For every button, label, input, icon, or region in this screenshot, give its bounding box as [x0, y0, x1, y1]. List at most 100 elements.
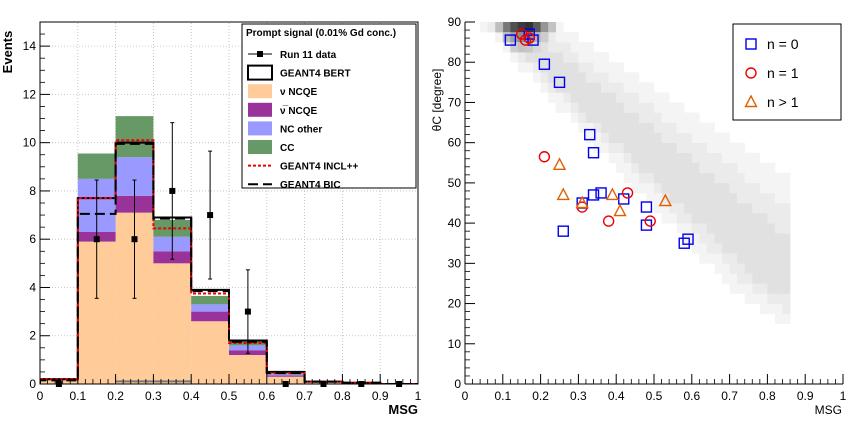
- heatmap-cell: [525, 52, 534, 63]
- heatmap-cell: [631, 112, 640, 123]
- heatmap-cell: [759, 253, 768, 264]
- heatmap-cell: [729, 152, 738, 164]
- heatmap-cell: [669, 122, 677, 133]
- heatmap-cell: [767, 303, 776, 314]
- right-y-tick-label: 90: [448, 15, 462, 29]
- heatmap-cell: [752, 293, 761, 304]
- bar-3-bin-1: [77, 153, 116, 179]
- heatmap-cell: [616, 112, 625, 123]
- heatmap-cell: [563, 92, 572, 103]
- heatmap-cell: [676, 223, 685, 234]
- heatmap-cell: [654, 102, 662, 113]
- heatmap-cell: [555, 42, 564, 53]
- heatmap-cell: [654, 112, 662, 123]
- bar-2-bin-4: [191, 304, 229, 312]
- heatmap-cell: [646, 192, 655, 204]
- heatmap-cell: [752, 253, 761, 264]
- left-legend-symbol-box: [247, 64, 273, 81]
- right-x-tick-label: 0: [462, 389, 469, 403]
- left-y-axis-label: Events: [0, 31, 15, 74]
- heatmap-cell: [676, 192, 685, 204]
- heatmap-peak-cell: [533, 22, 541, 33]
- scatter-point-ngt1: [556, 187, 570, 201]
- heatmap-cell: [722, 273, 730, 284]
- heatmap-cell: [593, 72, 602, 83]
- left-x-tick-label: 0.3: [145, 389, 162, 403]
- right-scatter-points: [504, 28, 694, 249]
- bar-1-bin-4: [191, 311, 229, 322]
- left-y-tick-label: 2: [29, 329, 36, 343]
- heatmap-cell: [661, 92, 670, 103]
- heatmap-cell: [601, 132, 609, 143]
- heatmap-cell: [623, 102, 632, 113]
- heatmap-cell: [578, 42, 587, 53]
- heatmap-cell: [774, 313, 783, 324]
- heatmap-cell: [744, 253, 753, 264]
- heatmap-cell: [767, 233, 776, 244]
- left-x-tick-label: 1: [415, 389, 422, 403]
- left-x-tick-label: 0: [37, 389, 44, 403]
- heatmap-cell: [555, 102, 564, 113]
- heatmap-cell: [570, 42, 579, 53]
- heatmap-cell: [752, 273, 761, 284]
- heatmap-cell: [608, 82, 617, 93]
- heatmap-cell: [699, 132, 708, 143]
- heatmap-cell: [684, 192, 693, 204]
- heatmap-cell: [774, 243, 783, 254]
- left-legend-label: GEANT4 BIC: [280, 180, 341, 191]
- heatmap-cell: [563, 42, 572, 53]
- heatmap-cell: [623, 172, 632, 184]
- heatmap-cell: [706, 142, 715, 154]
- right-y-tick-label: 0: [454, 377, 461, 391]
- left-x-tick-label: 0.9: [372, 389, 389, 403]
- right-y-tick-label: 20: [448, 297, 462, 311]
- heatmap-cell: [661, 213, 670, 224]
- heatmap-cell: [480, 22, 488, 33]
- heatmap-cell: [661, 192, 670, 204]
- heatmap-cell: [676, 203, 685, 214]
- heatmap-cell: [767, 192, 776, 204]
- heatmap-cell: [638, 122, 647, 133]
- heatmap-cell: [601, 62, 609, 73]
- heatmap-cell: [623, 92, 632, 103]
- heatmap-cell: [752, 182, 761, 194]
- heatmap-cell: [774, 203, 783, 214]
- heatmap-peak-cell: [533, 42, 541, 53]
- heatmap-cell: [782, 213, 791, 224]
- heatmap-cell: [563, 62, 572, 73]
- right-x-tick-label: 0.1: [494, 389, 511, 403]
- heatmap-cell: [744, 182, 753, 194]
- right-x-tick-label: 0.5: [646, 389, 663, 403]
- heatmap-cell: [661, 132, 670, 143]
- heatmap-cell: [646, 172, 655, 184]
- heatmap-cell: [684, 223, 693, 234]
- heatmap-cell: [495, 32, 504, 43]
- heatmap-cell: [782, 303, 791, 314]
- heatmap-cell: [517, 52, 526, 63]
- heatmap-cell: [540, 62, 549, 73]
- heatmap-cell: [548, 62, 557, 73]
- heatmap-cell: [782, 273, 791, 284]
- heatmap-cell: [767, 172, 776, 184]
- left-y-tick-label: 12: [23, 87, 37, 101]
- heatmap-cell: [699, 162, 708, 174]
- scatter-point-n0: [678, 237, 690, 249]
- heatmap-cell: [623, 162, 632, 174]
- heatmap-cell: [623, 142, 632, 154]
- heatmap-cell: [570, 82, 579, 93]
- heatmap-cell: [774, 213, 783, 224]
- heatmap-cell: [563, 72, 572, 83]
- heatmap-cell: [661, 122, 670, 133]
- heatmap-cell: [593, 102, 602, 113]
- left-x-tick-label: 0.8: [334, 389, 351, 403]
- scatter-point-n0: [640, 201, 653, 213]
- heatmap-cell: [767, 273, 776, 284]
- heatmap-cell: [540, 82, 549, 93]
- left-legend-symbol-fill: [248, 84, 272, 99]
- heatmap-cell: [646, 122, 655, 133]
- heatmap-cell: [548, 52, 557, 63]
- heatmap-cell: [759, 223, 768, 234]
- heatmap-cell: [548, 92, 557, 103]
- heatmap-cell: [623, 72, 632, 83]
- heatmap-cell: [752, 233, 761, 244]
